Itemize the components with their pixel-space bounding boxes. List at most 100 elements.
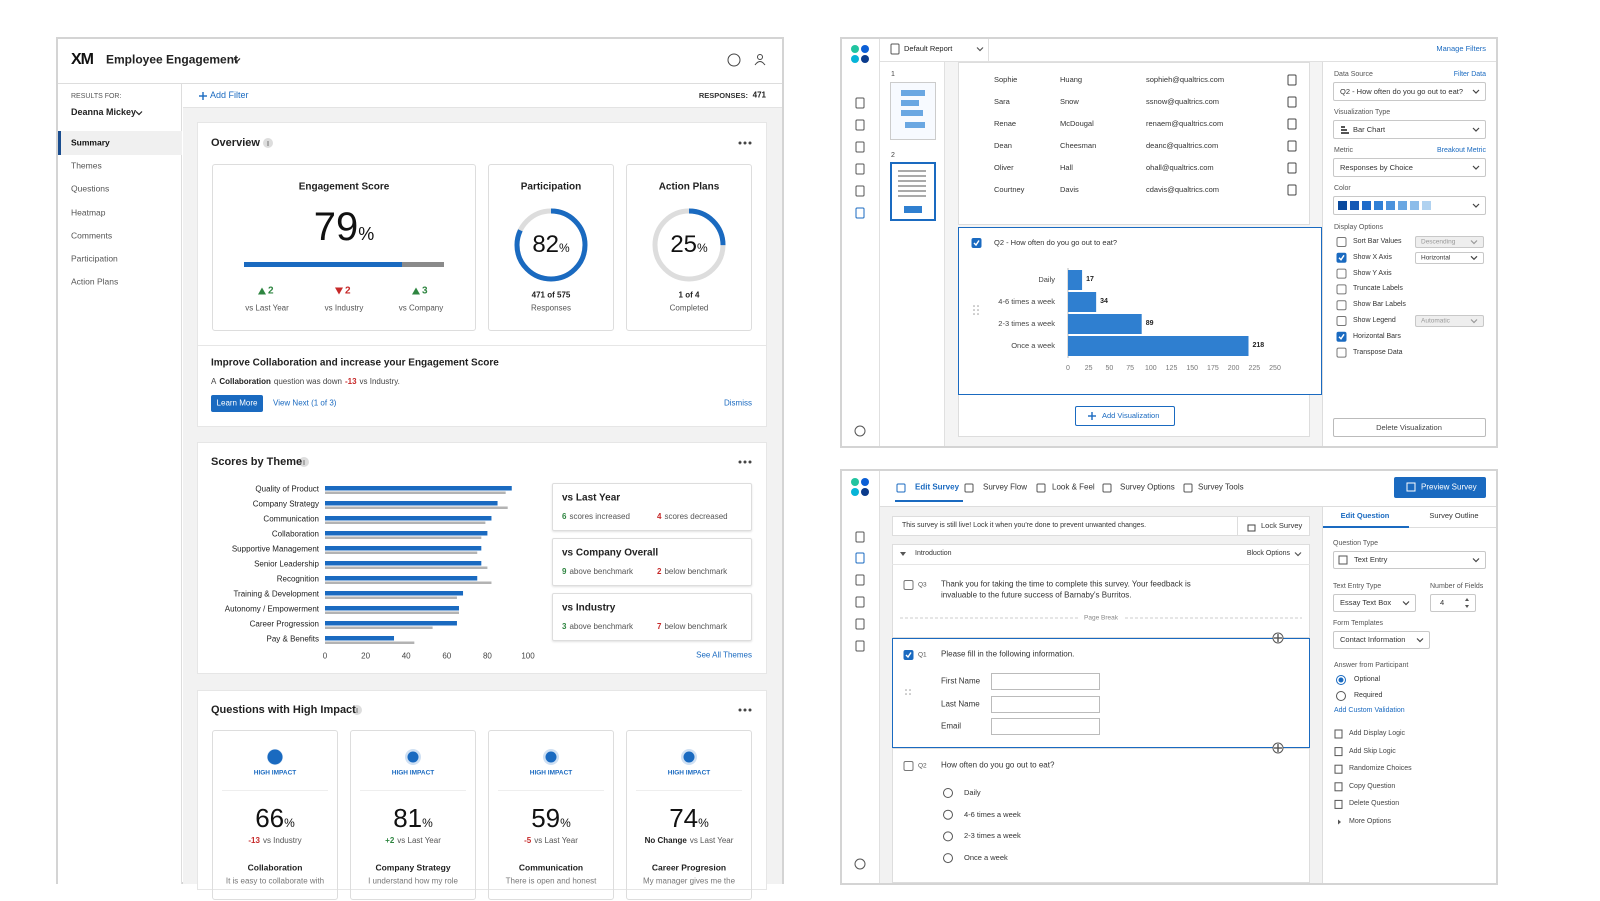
nav-item[interactable]: Action Plans bbox=[71, 276, 119, 287]
unit: % bbox=[422, 816, 433, 830]
checkmark bbox=[905, 652, 912, 659]
icon-rail bbox=[842, 471, 880, 883]
block-options[interactable]: Block Options bbox=[1246, 550, 1290, 558]
display-option[interactable]: Horizontal Bars bbox=[1353, 332, 1401, 340]
nav-item[interactable]: Comments bbox=[71, 230, 113, 241]
metric-value[interactable]: Responses by Choice bbox=[1340, 162, 1413, 172]
checkbox bbox=[1336, 268, 1347, 279]
radio bbox=[943, 853, 953, 864]
text-input bbox=[991, 673, 1100, 690]
question-action[interactable]: More Options bbox=[1349, 818, 1392, 826]
table-cell: Sara bbox=[994, 96, 1010, 106]
tab-underline bbox=[895, 500, 963, 502]
question-id: Q3 bbox=[918, 581, 927, 589]
survey-tab[interactable]: Look & Feel bbox=[1052, 482, 1095, 492]
x-tick-label: 75 bbox=[1126, 365, 1134, 373]
survey-tab[interactable]: Survey Options bbox=[1120, 482, 1175, 492]
visualization-box bbox=[958, 227, 1322, 395]
preview-survey[interactable]: Preview Survey bbox=[1421, 482, 1477, 492]
question-action[interactable]: Copy Question bbox=[1349, 782, 1396, 790]
pages-column bbox=[880, 62, 945, 446]
add-custom-validation[interactable]: Add Custom Validation bbox=[1334, 707, 1405, 715]
breakout-metric[interactable]: Breakout Metric bbox=[1436, 147, 1486, 155]
display-option[interactable]: Show Y Axis bbox=[1353, 269, 1392, 277]
editor-tab[interactable]: Edit Question bbox=[1340, 510, 1390, 520]
report-name[interactable]: Default Report bbox=[904, 43, 953, 53]
y-tick-label: 4-6 times a week bbox=[998, 296, 1055, 306]
participation-caption: Responses bbox=[530, 303, 572, 313]
nav-item[interactable]: Themes bbox=[71, 160, 102, 171]
display-option[interactable]: Show X Axis bbox=[1353, 253, 1392, 261]
question-type-value[interactable]: Text Entry bbox=[1354, 554, 1388, 564]
add-visualization[interactable]: Add Visualization bbox=[1102, 410, 1160, 420]
display-option[interactable]: Transpose Data bbox=[1353, 348, 1403, 356]
nav-item[interactable]: Participation bbox=[71, 253, 118, 264]
question-action[interactable]: Randomize Choices bbox=[1349, 765, 1412, 773]
preview-button bbox=[1394, 477, 1486, 498]
chevron bbox=[1294, 552, 1302, 557]
delta-text: vs Industry bbox=[262, 836, 302, 845]
display-option[interactable]: Show Bar Labels bbox=[1353, 301, 1406, 309]
answer-option[interactable]: Optional bbox=[1354, 676, 1381, 684]
trend-arrow bbox=[258, 287, 266, 295]
view-next[interactable]: View Next (1 of 3) bbox=[273, 398, 337, 408]
survey-tab[interactable]: Survey Tools bbox=[1198, 482, 1244, 492]
bar bbox=[1068, 270, 1083, 290]
data-source-value[interactable]: Q2 - How often do you go out to eat? bbox=[1340, 86, 1463, 96]
display-option[interactable]: Sort Bar Values bbox=[1353, 238, 1402, 246]
table-cell: Snow bbox=[1060, 96, 1079, 106]
option-dropdown-value[interactable]: Automatic bbox=[1421, 317, 1450, 325]
question-action[interactable]: Delete Question bbox=[1349, 800, 1400, 808]
x-tick-label: 20 bbox=[361, 651, 371, 661]
color-swatch bbox=[1362, 201, 1371, 210]
add-filter[interactable]: Add Filter bbox=[210, 90, 249, 101]
tab-icon bbox=[1102, 483, 1112, 493]
option-dropdown-value[interactable]: Descending bbox=[1421, 238, 1456, 246]
results-for[interactable]: Deanna Mickey bbox=[71, 107, 137, 118]
bar bbox=[325, 566, 488, 569]
dismiss[interactable]: Dismiss bbox=[724, 398, 752, 408]
app-title[interactable]: Employee Engagement bbox=[106, 52, 239, 67]
lock-survey[interactable]: Lock Survey bbox=[1261, 520, 1303, 530]
filter-data[interactable]: Filter Data bbox=[1453, 71, 1486, 79]
survey-tab[interactable]: Survey Flow bbox=[983, 482, 1028, 492]
question-action[interactable]: Add Display Logic bbox=[1349, 730, 1406, 738]
delete-visualization[interactable]: Delete Visualization bbox=[1376, 422, 1442, 432]
chevron bbox=[976, 47, 984, 52]
drag-handle bbox=[909, 689, 911, 691]
themes-card bbox=[197, 442, 767, 674]
y-tick-label: 2-3 times a week bbox=[998, 318, 1055, 328]
display-option[interactable]: Show Legend bbox=[1353, 317, 1396, 325]
form-template-value[interactable]: Contact Information bbox=[1340, 634, 1406, 644]
learn-more[interactable]: Learn More bbox=[216, 398, 258, 408]
answer-option[interactable]: Required bbox=[1354, 692, 1383, 700]
manage-filters[interactable]: Manage Filters bbox=[1436, 43, 1486, 53]
option-dropdown-value[interactable]: Horizontal bbox=[1421, 254, 1451, 262]
bar bbox=[325, 551, 478, 554]
display-option[interactable]: Truncate Labels bbox=[1353, 285, 1403, 293]
nav-item[interactable]: Summary bbox=[71, 137, 110, 148]
editor-panel bbox=[1322, 507, 1496, 883]
lock-icon bbox=[1247, 524, 1256, 532]
nav-item[interactable]: Questions bbox=[71, 183, 110, 194]
number-of-fields[interactable]: 4 bbox=[1440, 597, 1445, 607]
checkmark bbox=[973, 240, 980, 247]
logo-dot bbox=[851, 45, 859, 53]
chevron bbox=[1472, 558, 1480, 563]
choice-label: 2-3 times a week bbox=[964, 831, 1021, 841]
visualization-type-value[interactable]: Bar Chart bbox=[1353, 124, 1386, 134]
thumb-detail bbox=[898, 175, 926, 177]
value-label: 17 bbox=[1086, 276, 1094, 284]
see-all-themes[interactable]: See All Themes bbox=[696, 650, 752, 660]
drag-handle bbox=[905, 689, 907, 691]
editor-tab[interactable]: Survey Outline bbox=[1429, 510, 1479, 520]
survey-tab[interactable]: Edit Survey bbox=[915, 482, 960, 492]
field-label: Color bbox=[1334, 185, 1351, 193]
question-action[interactable]: Add Skip Logic bbox=[1349, 747, 1396, 755]
text-entry-type-value[interactable]: Essay Text Box bbox=[1340, 597, 1392, 607]
checkbox bbox=[1336, 300, 1347, 311]
nav-item[interactable]: Heatmap bbox=[71, 206, 106, 217]
up-text: above benchmark bbox=[569, 622, 634, 631]
impact-name: Collaboration bbox=[247, 862, 303, 873]
